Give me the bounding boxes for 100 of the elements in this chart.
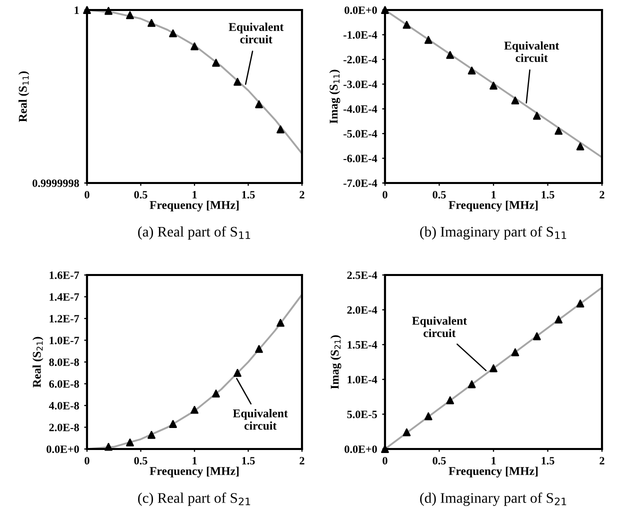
- point: [490, 364, 498, 372]
- x-axis-title: Frequency [MHz]: [448, 200, 538, 212]
- y-tick-label: 4.0E-8: [48, 402, 79, 410]
- point: [490, 82, 498, 90]
- point: [402, 20, 411, 29]
- point: [148, 19, 156, 27]
- point: [190, 42, 198, 50]
- point: [212, 390, 220, 398]
- point: [104, 442, 112, 451]
- y-tick-label: 1.0E-4: [348, 376, 378, 384]
- x-tick-label: 1: [492, 457, 496, 464]
- x-tick-label: 1: [492, 191, 496, 198]
- y-tick-label: -1.0E-4: [344, 31, 378, 39]
- y-tick-label: 1.5E-4: [348, 341, 378, 349]
- y-tick-label: 6.0E-8: [49, 380, 79, 388]
- point: [255, 100, 263, 108]
- x-axis-title: Frequency [MHz]: [150, 200, 239, 212]
- y-tick-label: 0.9999998: [32, 179, 79, 188]
- x-tick-label: 0.5: [432, 190, 446, 199]
- y-tick-label: -2.0E-4: [344, 56, 378, 64]
- y-tick-label: 0.0E+0: [344, 6, 377, 14]
- annotation: Equivalent circuit: [233, 409, 288, 430]
- x-tick-label: 1.5: [242, 457, 255, 465]
- point: [104, 6, 112, 15]
- x-tick-label: 1.5: [542, 191, 554, 199]
- y-tick-label: 2.0E-4: [347, 306, 378, 314]
- x-tick-label: 2: [600, 190, 604, 198]
- x-tick-label: 1.5: [542, 457, 554, 465]
- x-tick-label: 1: [192, 191, 197, 198]
- point: [424, 412, 432, 420]
- point: [381, 445, 389, 453]
- y-tick-label: 1.4E-7: [50, 293, 80, 301]
- point: [255, 345, 263, 353]
- x-tick-label: 0.5: [432, 456, 446, 465]
- text: (b) Imaginary part of S$_{11}$: [420, 226, 566, 240]
- point: [468, 66, 476, 74]
- annotation: Equivalent circuit: [504, 41, 560, 62]
- point: [446, 396, 454, 404]
- x-tick-label: 2: [600, 456, 604, 464]
- y-tick-label: 2.0E-8: [49, 424, 79, 432]
- point: [276, 125, 284, 134]
- point: [234, 368, 242, 377]
- annotation: Equivalent circuit: [228, 22, 284, 44]
- point: [276, 318, 284, 327]
- y-tick-label: 1.2E-7: [50, 314, 80, 323]
- x-tick-label: 2: [300, 456, 304, 464]
- y-tick-label: 5.0E-5: [347, 410, 377, 418]
- y-axis-title: Imag (S$_{11}$): [329, 70, 340, 124]
- y-tick-label: 1.6E-7: [50, 271, 80, 280]
- point: [381, 6, 389, 14]
- point: [532, 332, 541, 340]
- x-tick-label: 0: [382, 190, 388, 198]
- point: [126, 11, 134, 20]
- x-tick-label: 1.5: [242, 191, 255, 199]
- point: [511, 96, 520, 104]
- point: [169, 29, 177, 38]
- point: [446, 51, 454, 59]
- y-tick-label: 8.0E-8: [49, 358, 79, 366]
- point: [83, 6, 91, 14]
- y-tick-label: -6.0E-4: [344, 154, 378, 162]
- y-tick-label: 1.0E-7: [50, 336, 80, 344]
- y-tick-label: -3.0E-4: [344, 80, 378, 88]
- point: [468, 380, 476, 388]
- text: (a) Real part of S$_{11}$: [138, 226, 250, 240]
- point: [190, 406, 198, 414]
- point: [234, 78, 242, 86]
- point: [511, 348, 520, 356]
- y-tick-label: 2.5E-4: [347, 271, 378, 280]
- point: [576, 142, 584, 150]
- point: [554, 316, 563, 324]
- text: (d) Imaginary part of S$_{21}$: [420, 492, 566, 506]
- point: [126, 438, 134, 446]
- y-axis-title: Imag (S$_{21}$): [330, 335, 342, 389]
- x-tick-label: 0: [84, 190, 90, 198]
- text: (c) Real part of S$_{21}$: [138, 492, 250, 506]
- x-tick-label: 1: [192, 457, 197, 464]
- x-tick-label: 0.5: [134, 190, 148, 199]
- x-tick-label: 0: [382, 456, 388, 464]
- y-tick-label: -5.0E-4: [344, 130, 378, 138]
- annotation: Equivalent circuit: [412, 316, 467, 338]
- x-tick-label: 0.5: [134, 456, 148, 465]
- y-tick-label: 1: [74, 6, 79, 14]
- point: [402, 428, 411, 436]
- point: [554, 126, 563, 135]
- point: [576, 300, 584, 308]
- x-axis-title: Frequency [MHz]: [150, 466, 239, 478]
- y-axis-title: Real (S$_{11}$): [18, 71, 30, 122]
- y-tick-label: 0.0E+0: [46, 445, 79, 454]
- point: [169, 420, 177, 428]
- y-tick-label: -4.0E-4: [344, 105, 378, 113]
- x-tick-label: 0: [84, 456, 90, 464]
- point: [424, 36, 432, 44]
- y-axis-title: Real (S$_{21}$): [32, 336, 44, 388]
- point: [532, 112, 541, 120]
- y-tick-label: 0.0E+0: [344, 445, 377, 454]
- y-tick-label: -7.0E-4: [344, 179, 378, 188]
- x-axis-title: Frequency [MHz]: [448, 466, 538, 478]
- x-tick-label: 2: [300, 190, 304, 198]
- point: [212, 58, 220, 67]
- point: [148, 430, 156, 439]
